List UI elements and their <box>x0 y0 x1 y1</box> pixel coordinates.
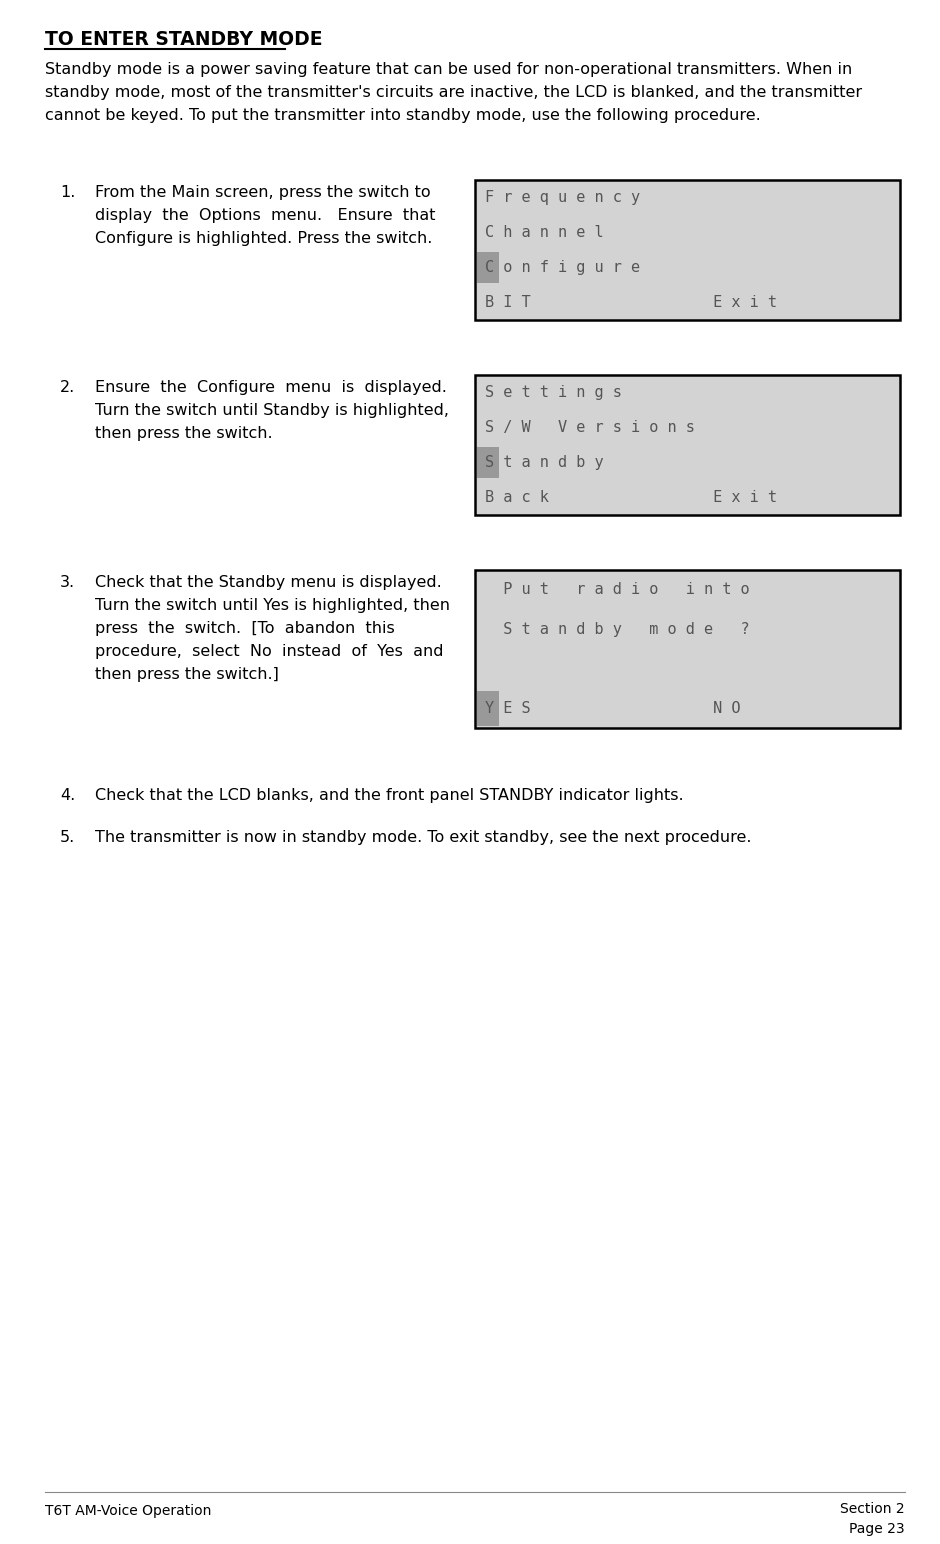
Text: The transmitter is now in standby mode. To exit standby, see the next procedure.: The transmitter is now in standby mode. … <box>95 831 751 845</box>
Text: P u t   r a d i o   i n t o: P u t r a d i o i n t o <box>485 582 749 598</box>
Text: F r e q u e n c y: F r e q u e n c y <box>485 190 640 205</box>
Text: S t a n d b y   m o d e   ?: S t a n d b y m o d e ? <box>485 622 749 636</box>
FancyBboxPatch shape <box>475 181 900 320</box>
Text: Check that the Standby menu is displayed.: Check that the Standby menu is displayed… <box>95 574 442 590</box>
Text: C h a n n e l: C h a n n e l <box>485 225 603 239</box>
FancyBboxPatch shape <box>475 375 900 516</box>
Text: cannot be keyed. To put the transmitter into standby mode, use the following pro: cannot be keyed. To put the transmitter … <box>45 108 760 124</box>
Text: Section 2: Section 2 <box>840 1502 905 1516</box>
Text: C o n f i g u r e: C o n f i g u r e <box>485 259 640 275</box>
Text: Turn the switch until Yes is highlighted, then: Turn the switch until Yes is highlighted… <box>95 598 450 613</box>
Text: standby mode, most of the transmitter's circuits are inactive, the LCD is blanke: standby mode, most of the transmitter's … <box>45 85 862 100</box>
Text: B a c k                  E x i t: B a c k E x i t <box>485 489 777 505</box>
Text: 4.: 4. <box>60 787 75 803</box>
Text: Standby mode is a power saving feature that can be used for non-operational tran: Standby mode is a power saving feature t… <box>45 62 853 77</box>
Text: display  the  Options  menu.   Ensure  that: display the Options menu. Ensure that <box>95 208 435 222</box>
Text: 1.: 1. <box>60 185 75 201</box>
Text: B I T                    E x i t: B I T E x i t <box>485 295 777 310</box>
Text: procedure,  select  No  instead  of  Yes  and: procedure, select No instead of Yes and <box>95 644 444 659</box>
Text: Configure is highlighted. Press the switch.: Configure is highlighted. Press the swit… <box>95 232 432 245</box>
Text: Y E S                    N O: Y E S N O <box>485 701 741 716</box>
FancyBboxPatch shape <box>477 252 499 283</box>
Text: 3.: 3. <box>60 574 75 590</box>
FancyBboxPatch shape <box>475 570 900 729</box>
Text: then press the switch.]: then press the switch.] <box>95 667 279 682</box>
FancyBboxPatch shape <box>477 448 499 479</box>
Text: 5.: 5. <box>60 831 75 845</box>
Text: 2.: 2. <box>60 380 75 395</box>
Text: TO ENTER STANDBY MODE: TO ENTER STANDBY MODE <box>45 29 322 49</box>
Text: Check that the LCD blanks, and the front panel STANDBY indicator lights.: Check that the LCD blanks, and the front… <box>95 787 683 803</box>
Text: S / W   V e r s i o n s: S / W V e r s i o n s <box>485 420 695 435</box>
FancyBboxPatch shape <box>477 690 499 726</box>
Text: S e t t i n g s: S e t t i n g s <box>485 384 622 400</box>
Text: then press the switch.: then press the switch. <box>95 426 273 442</box>
Text: From the Main screen, press the switch to: From the Main screen, press the switch t… <box>95 185 431 201</box>
Text: Page 23: Page 23 <box>850 1522 905 1536</box>
Text: press  the  switch.  [To  abandon  this: press the switch. [To abandon this <box>95 621 395 636</box>
Text: T6T AM-Voice Operation: T6T AM-Voice Operation <box>45 1504 212 1518</box>
Text: Turn the switch until Standby is highlighted,: Turn the switch until Standby is highlig… <box>95 403 449 418</box>
Text: S t a n d b y: S t a n d b y <box>485 455 603 469</box>
Text: Ensure  the  Configure  menu  is  displayed.: Ensure the Configure menu is displayed. <box>95 380 446 395</box>
